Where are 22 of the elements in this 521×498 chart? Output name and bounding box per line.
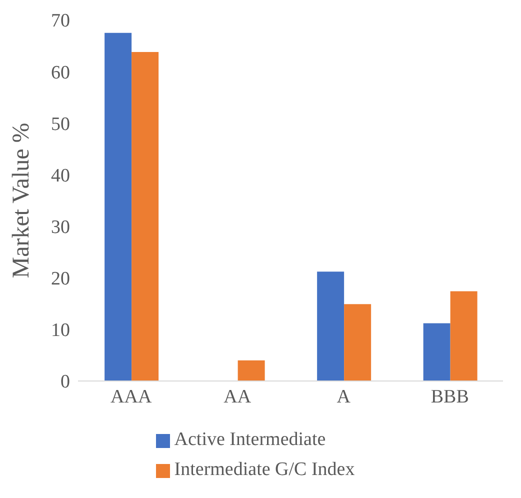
x-tick-label: BBB — [430, 386, 469, 408]
y-tick-label: 30 — [51, 217, 70, 238]
bar — [344, 304, 372, 381]
y-tick-label: 20 — [51, 268, 70, 290]
bar — [450, 291, 478, 381]
bar — [317, 272, 344, 381]
y-tick-label: 10 — [51, 320, 70, 342]
x-tick-label: A — [336, 386, 351, 408]
y-axis-title: Market Value % — [8, 122, 35, 278]
y-tick-label: 50 — [51, 114, 70, 135]
x-tick-label: AAA — [110, 386, 152, 408]
bar — [238, 360, 265, 381]
y-tick-label: 70 — [51, 10, 70, 32]
legend-label: Intermediate G/C Index — [174, 459, 355, 480]
bar — [104, 32, 132, 381]
y-tick-label: 0 — [60, 372, 70, 393]
y-tick-label: 40 — [51, 165, 70, 186]
x-tick-label: AA — [224, 386, 252, 408]
bar — [423, 323, 450, 381]
y-tick-label: 60 — [51, 62, 70, 84]
legend-label: Active Intermediate — [174, 429, 326, 450]
bar — [132, 52, 159, 381]
